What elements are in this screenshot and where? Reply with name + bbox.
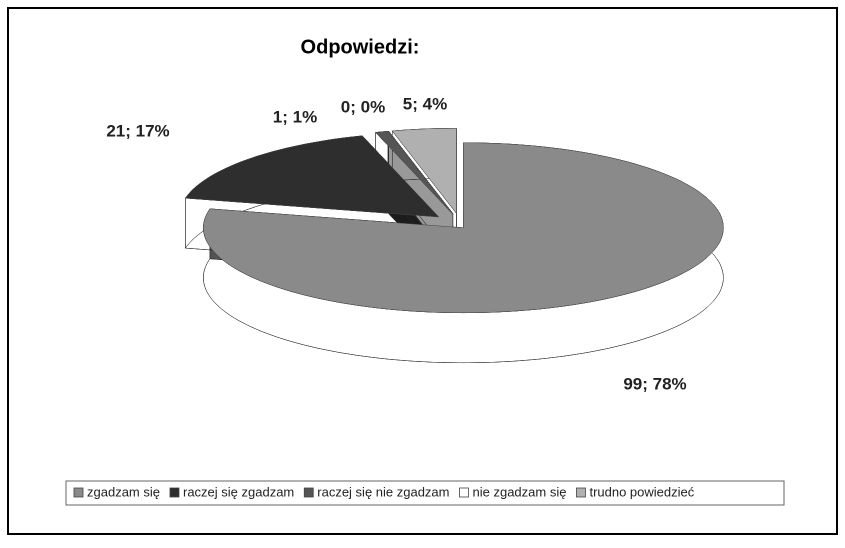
legend: zgadzam się raczej się zgadzam raczej się …	[65, 480, 785, 506]
slice	[203, 142, 724, 314]
data-label: 21; 17%	[106, 121, 169, 140]
data-label: 5; 4%	[403, 94, 447, 113]
legend-box	[65, 480, 785, 506]
slice	[375, 131, 453, 214]
legend-label: trudno powiedzieć	[589, 484, 694, 499]
legend-label: zgadzam się	[87, 484, 160, 499]
legend-label: nie zgadzam się	[473, 484, 567, 499]
legend-swatch	[459, 487, 469, 498]
chart-title: Odpowiedzi:	[301, 36, 420, 58]
data-label: 0; 0%	[341, 97, 385, 116]
pie: 99; 78% 21; 17% 1; 1% 0; 0% 5; 4%	[106, 94, 724, 393]
legend-swatch	[73, 487, 84, 498]
slice	[184, 135, 440, 218]
data-label: 1; 1%	[273, 107, 317, 126]
data-label: 99; 78%	[623, 374, 686, 393]
slice	[388, 131, 454, 214]
legend-swatch	[576, 487, 586, 498]
legend-swatch	[169, 487, 180, 498]
legend-label: raczej się zgadzam	[183, 484, 294, 499]
legend-label: raczej się nie zgadzam	[317, 484, 449, 499]
legend-swatch	[303, 487, 314, 498]
slice	[391, 128, 457, 215]
